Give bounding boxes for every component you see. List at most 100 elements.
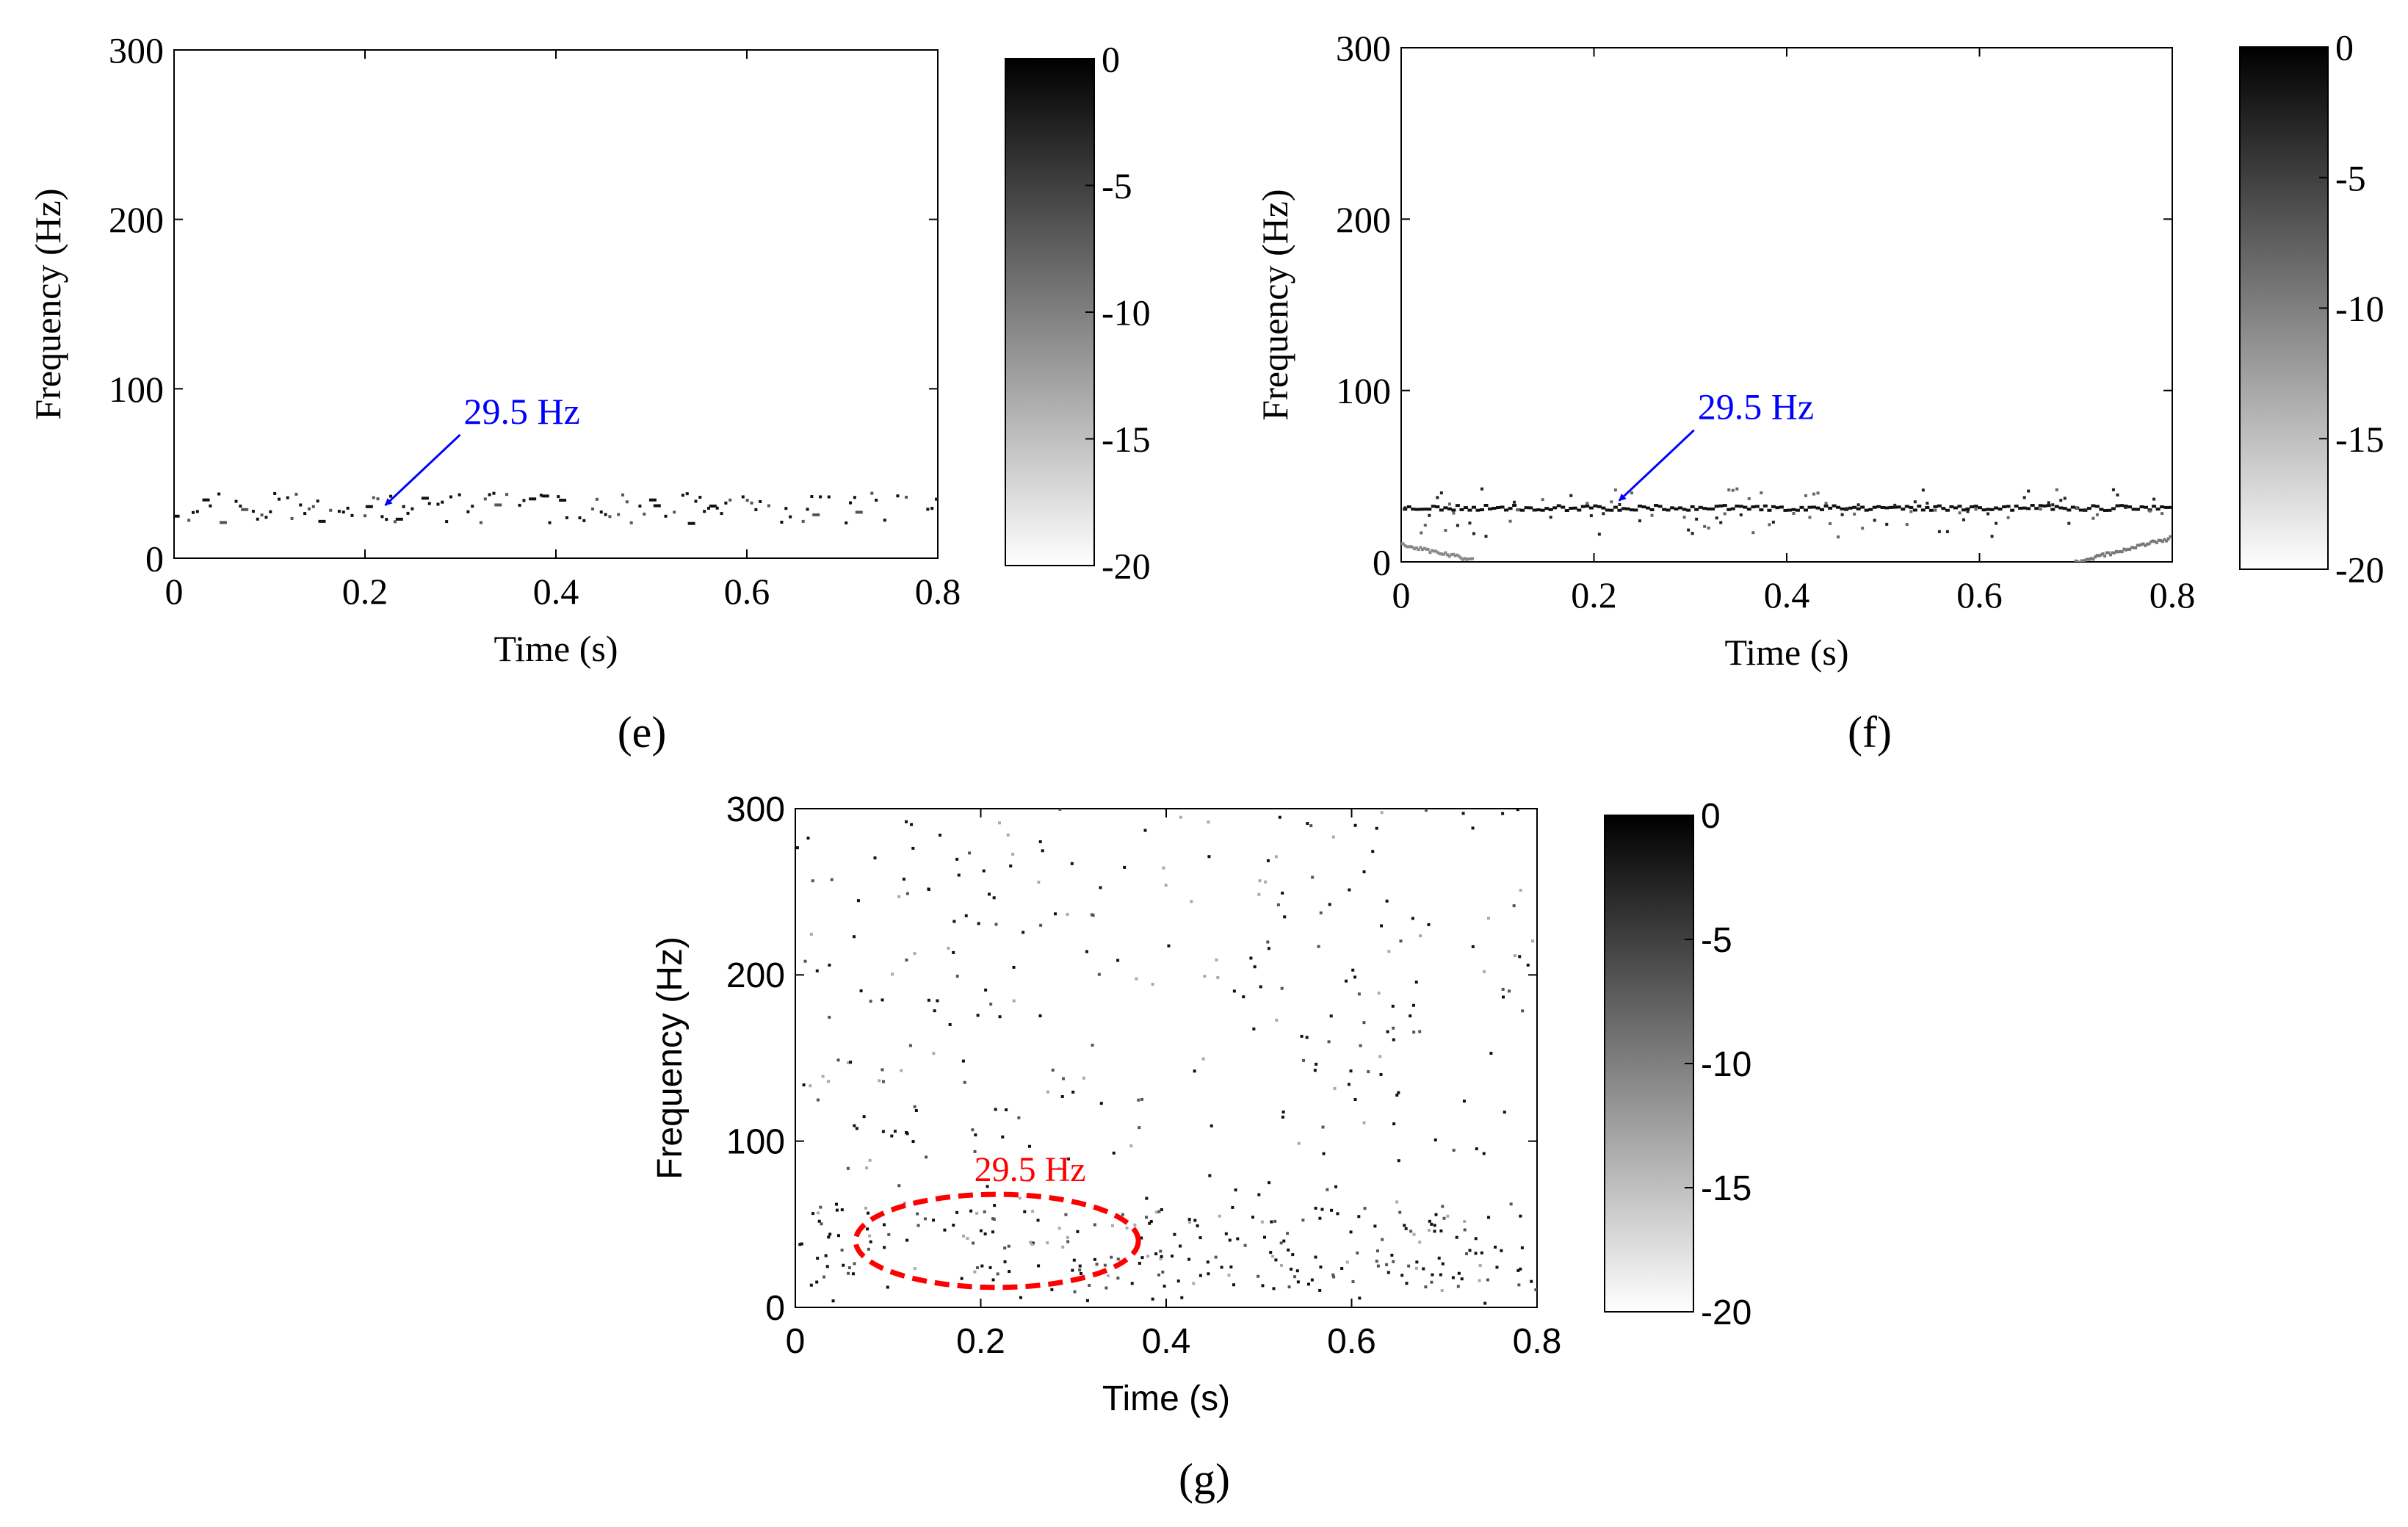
spectrogram-dot <box>1418 1030 1422 1033</box>
spectrogram-dot <box>1078 1268 1082 1272</box>
spectrogram-dots <box>174 491 938 525</box>
spectrogram-dot <box>648 498 657 502</box>
spectrogram-dot <box>2155 541 2158 544</box>
spectrogram-dot <box>1937 504 1942 508</box>
spectrogram-dot <box>1345 1260 1349 1264</box>
spectrogram-dot <box>1441 1262 1445 1266</box>
spectrogram-dot <box>1767 508 1772 512</box>
annotation-arrow <box>1618 429 1695 502</box>
spectrogram-dot <box>694 499 698 503</box>
spectrogram-dot <box>1286 1232 1290 1235</box>
spectrogram-dot <box>908 1044 912 1047</box>
spectrogram-dot <box>1921 488 1925 492</box>
spectrogram-dot <box>1829 522 1832 526</box>
spectrogram-dot <box>1472 532 1475 535</box>
spectrogram-dot <box>1038 1014 1042 1018</box>
spectrogram-dot <box>595 497 599 501</box>
spectrogram-dot <box>1252 1027 1256 1030</box>
spectrogram-dot <box>1357 1215 1361 1219</box>
spectrogram-dot <box>1423 524 1427 527</box>
spectrogram-dot <box>269 510 272 513</box>
spectrogram-dot <box>1613 505 1618 509</box>
spectrogram-dot <box>952 950 955 954</box>
spectrogram-dot <box>2105 551 2108 555</box>
spectrogram-dot <box>1569 506 1574 510</box>
spectrogram-dot <box>1548 508 1553 511</box>
spectrogram-dot <box>1148 1221 1151 1225</box>
spectrogram-dot <box>1585 505 1590 508</box>
spectrogram-dot <box>913 952 916 956</box>
spectrogram-dot <box>643 512 646 516</box>
spectrogram-dot <box>862 1115 866 1119</box>
spectrogram-dot <box>1471 945 1475 948</box>
spectrogram-dot <box>329 508 333 512</box>
y-axis-label: Frequency (Hz) <box>651 936 690 1180</box>
spectrogram-dot <box>2116 550 2120 554</box>
spectrogram-dot <box>1901 508 1906 511</box>
spectrogram-dot <box>1455 1235 1458 1239</box>
colorbar-tick-label: 0 <box>2335 27 2354 68</box>
spectrogram-dot <box>853 935 856 939</box>
spectrogram-dot <box>1450 553 1453 557</box>
spectrogram-dot <box>750 501 753 505</box>
spectrogram-dot <box>698 496 702 499</box>
spectrogram-dot <box>1264 880 1268 884</box>
spectrogram-dot <box>1425 547 1428 551</box>
spectrogram-dot <box>2134 546 2138 550</box>
spectrogram-dot <box>1471 505 1476 509</box>
spectrogram-dot <box>1110 1255 1113 1259</box>
colorbar-tick-label: -10 <box>2335 288 2385 329</box>
spectrogram-dot <box>1116 1257 1120 1261</box>
spectrogram-dot <box>1399 939 1403 943</box>
spectrogram-dot <box>1439 1229 1443 1232</box>
spectrogram-dot <box>557 495 560 499</box>
spectrogram-dot <box>976 1266 980 1269</box>
spectrogram-dot <box>1397 1091 1400 1094</box>
spectrogram-dot <box>1006 833 1010 837</box>
spectrogram-dot <box>1046 1090 1049 1094</box>
spectrogram-dot <box>1444 529 1447 533</box>
spectrogram-dot <box>1864 508 1869 512</box>
spectrogram-dot <box>1345 979 1348 983</box>
colorbar: 0 -5 -10 -15 -20 <box>1005 39 1151 587</box>
spectrogram-dot <box>2014 505 2019 508</box>
x-tick-label: 0.8 <box>1513 1322 1562 1361</box>
spectrogram-dot <box>1176 1279 1180 1283</box>
spectrogram-dot <box>1030 1243 1034 1246</box>
spectrogram-dot <box>1137 1098 1140 1102</box>
spectrogram-dot <box>1297 1141 1301 1145</box>
spectrogram-dot <box>1873 519 1876 522</box>
spectrogram-dot <box>1751 531 1755 535</box>
spectrogram-dot <box>629 521 633 524</box>
spectrogram-dot <box>1434 1213 1438 1216</box>
spectrogram-dot <box>834 1202 838 1206</box>
spectrogram-dot <box>724 501 728 505</box>
spectrogram-dot <box>1251 1216 1255 1219</box>
spectrogram-dot <box>1407 1264 1411 1268</box>
spectrogram-dot <box>1005 1108 1008 1111</box>
spectrogram-dot <box>1027 1144 1031 1148</box>
spectrogram-dot <box>1190 900 1193 903</box>
spectrogram-dot <box>1516 1268 1520 1272</box>
spectrogram-dot <box>1266 859 1270 862</box>
spectrogram-dot <box>1099 886 1102 889</box>
x-tick-label: 0.4 <box>1142 1322 1191 1361</box>
spectrogram-dot <box>1270 1220 1273 1224</box>
spectrogram-dot <box>1617 508 1622 512</box>
spectrogram-dot <box>1151 1297 1154 1301</box>
spectrogram-dot <box>2157 538 2161 542</box>
spectrogram-dot <box>1210 1124 1213 1127</box>
spectrogram-dot <box>1588 506 1594 510</box>
x-axis-label: Time (s) <box>1724 632 1848 673</box>
spectrogram-dot <box>1351 1279 1355 1283</box>
spectrogram-dot <box>529 497 537 501</box>
spectrogram-dot <box>2055 488 2058 491</box>
spectrogram-dot <box>1198 1274 1202 1277</box>
spectrogram-dot <box>1192 1282 1196 1285</box>
spectrogram-dot <box>881 1068 884 1072</box>
spectrogram-dot <box>1003 1246 1007 1250</box>
spectrogram-dot <box>1123 865 1127 869</box>
spectrogram-dot <box>1130 1282 1134 1285</box>
spectrogram-dot <box>421 497 429 500</box>
spectrogram-dot <box>1738 505 1743 508</box>
